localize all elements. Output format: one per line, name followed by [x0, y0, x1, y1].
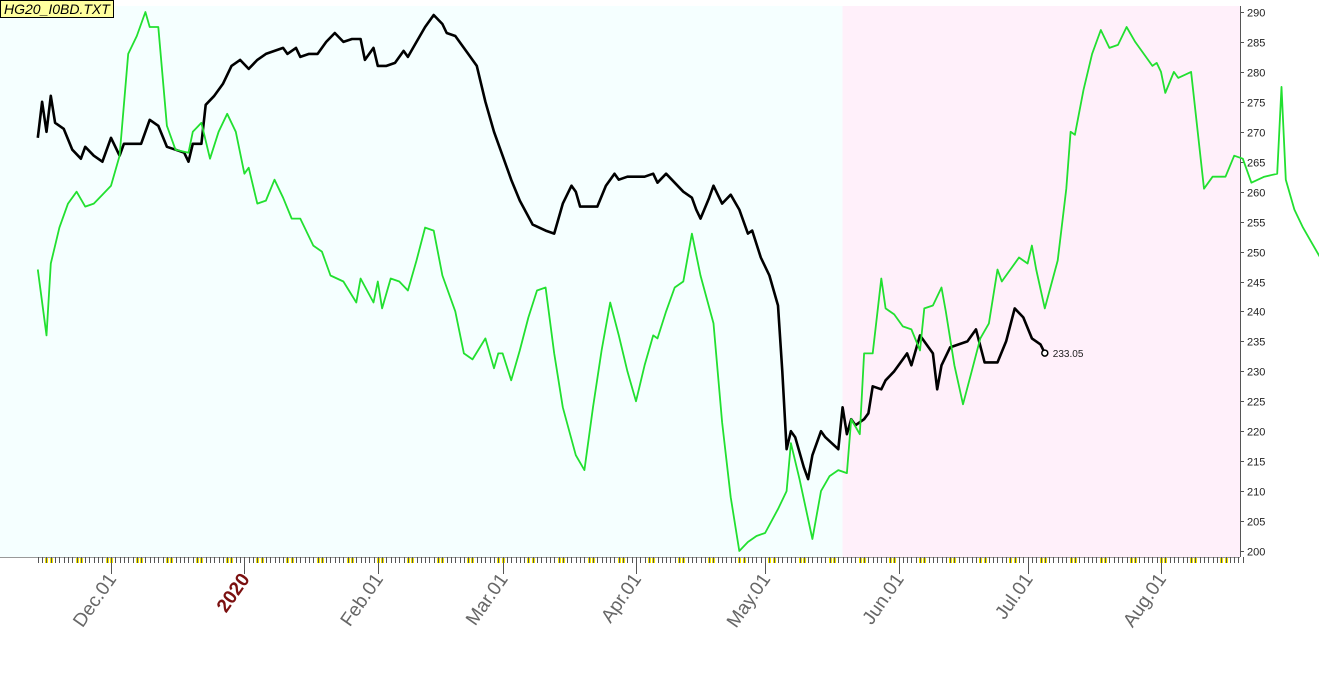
y-tick-label: 235: [1247, 337, 1265, 349]
series-lines: 233.05: [36, 11, 1319, 552]
last-value-marker: [1041, 349, 1049, 357]
y-tick-label: 220: [1247, 427, 1265, 439]
x-label-year: 2020: [213, 570, 254, 617]
y-tick-label: 250: [1247, 248, 1265, 260]
y-tick-label: 270: [1247, 128, 1265, 140]
y-tick-label: 210: [1247, 487, 1265, 499]
x-label-month: Apr.01: [597, 570, 646, 627]
x-label-month: Jun.01: [859, 570, 909, 629]
x-label-month: Jul.01: [991, 570, 1037, 624]
series-line-history: [36, 13, 1046, 481]
last-value-label: 233.05: [1053, 349, 1084, 360]
y-tick-label: 285: [1247, 38, 1265, 50]
y-tick-label: 240: [1247, 307, 1265, 319]
y-tick-label: 290: [1247, 8, 1265, 20]
y-tick-label: 265: [1247, 158, 1265, 170]
y-tick-label: 245: [1247, 278, 1265, 290]
x-axis-ticks: [0, 557, 1244, 574]
y-tick-label: 280: [1247, 68, 1265, 80]
y-tick-label: 260: [1247, 188, 1265, 200]
y-tick-label: 205: [1247, 517, 1265, 529]
x-label-month: Mar.01: [462, 570, 513, 630]
x-label-month: Dec.01: [69, 570, 121, 631]
y-tick-label: 215: [1247, 457, 1265, 469]
y-tick-label: 230: [1247, 367, 1265, 379]
plot-history-background: [0, 6, 843, 557]
x-label-month: May.01: [723, 570, 775, 632]
x-label-month: Feb.01: [337, 570, 388, 631]
y-tick-label: 275: [1247, 98, 1265, 110]
y-tick-label: 255: [1247, 218, 1265, 230]
plot-projection-background: [842, 6, 1240, 557]
chart-title: HG20_I0BD.TXT: [0, 0, 114, 18]
x-axis-labels: Dec.01 2020 Feb.01 Mar.01 Apr.01 May.01 Jun.01…: [69, 570, 1171, 632]
series-line-projection: [36, 11, 1319, 552]
y-axis: 200 205 210 215 220 225 230 235 240 245 250 255 260 2…: [1240, 6, 1265, 559]
y-tick-label: 200: [1247, 547, 1265, 559]
x-label-month: Aug.01: [1119, 570, 1171, 631]
y-tick-label: 225: [1247, 397, 1265, 409]
